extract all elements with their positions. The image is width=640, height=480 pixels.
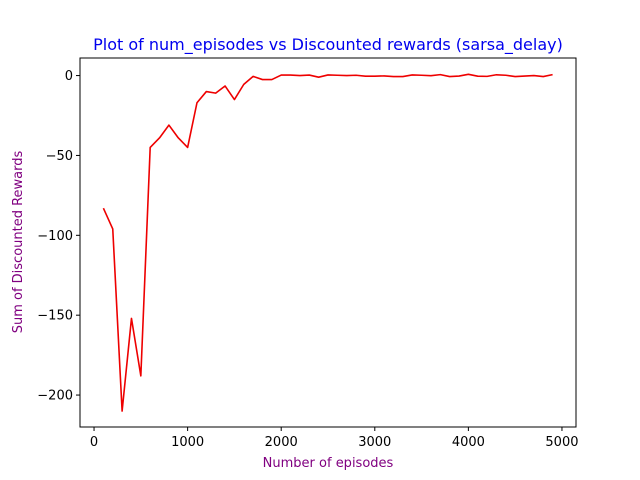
x-tick-label: 0 (90, 435, 98, 450)
chart-title: Plot of num_episodes vs Discounted rewar… (93, 35, 563, 55)
x-tick-label: 5000 (545, 435, 578, 450)
series-layer (102, 73, 553, 412)
x-tick-label: 4000 (452, 435, 485, 450)
y-tick-label: −150 (37, 309, 73, 324)
y-tick-label: −200 (37, 389, 73, 404)
y-tick-label: 0 (65, 69, 73, 84)
x-axis-ticks: 0 1000 2000 3000 4000 5000 (90, 427, 579, 450)
x-tick-label: 3000 (358, 435, 391, 450)
series-line-0 (102, 73, 553, 412)
y-tick-label: −100 (37, 229, 73, 244)
y-axis-ticks: 0 −50 −100 −150 −200 (37, 69, 80, 404)
plot-area (80, 58, 576, 427)
x-tick-label: 2000 (265, 435, 298, 450)
x-axis-label: Number of episodes (263, 456, 394, 471)
y-tick-label: −50 (46, 149, 73, 164)
plot-frame (79, 57, 577, 428)
x-tick-label: 1000 (171, 435, 204, 450)
y-axis-label: Sum of Discounted Rewards (11, 150, 26, 333)
